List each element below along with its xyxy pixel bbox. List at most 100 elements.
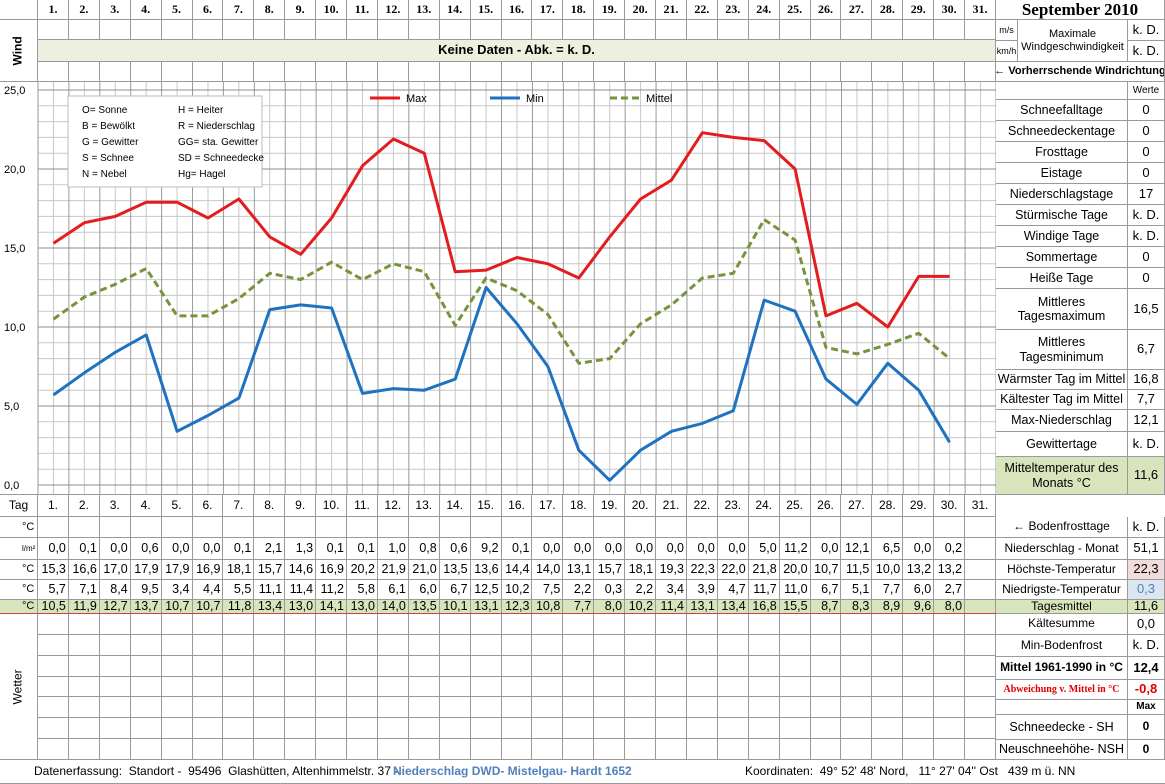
weather-cell [408,655,440,677]
stat-value: k. D. [1128,205,1165,226]
weather-key-entry: R = Niederschlag [178,121,255,132]
weather-cell [408,614,440,635]
weather-cell [532,655,564,677]
wind-cell [161,62,193,82]
table-value: 5,5 [223,580,255,600]
weather-cell [254,718,286,740]
wind-cell [316,20,348,40]
stat-value: 12,4 [1128,657,1165,680]
weather-cell [779,614,811,635]
weather-cell [99,697,131,719]
table-value: 6,1 [377,580,409,600]
weather-cell [903,676,935,698]
table-cell [99,517,131,538]
weather-cell [841,676,873,698]
wind-cell [408,62,440,82]
weather-cell [532,718,564,740]
wind-cell [625,20,657,40]
table-value: 13,6 [470,560,502,580]
table-cell [841,517,873,538]
day-header: 9. [285,0,317,20]
weather-cell [563,718,595,740]
weather-key-entry: SD = Schneedecke [178,153,264,164]
weather-key-entry: H = Heiter [178,105,224,116]
day-footer: 1. [38,495,69,517]
stat-value: 16,8 [1128,370,1165,390]
stat-value: 0 [1128,100,1165,121]
wind-cell [841,62,873,82]
wind-cell [347,62,378,82]
day-header: 3. [99,0,131,20]
stat-value: 0 [1128,163,1165,184]
table-cell [656,517,687,538]
weather-cell [316,676,348,698]
table-value: 8,7 [810,600,842,614]
day-header: 29. [903,0,935,20]
weather-cell [68,697,100,719]
weather-cell [99,655,131,677]
stat-value: 0 [1128,268,1165,289]
table-value: 3,4 [161,580,193,600]
wind-cell [903,20,935,40]
day-footer: 6. [192,495,224,517]
weather-cell [377,655,409,677]
table-value: 12,7 [99,600,131,614]
day-header: 4. [130,0,162,20]
wind-cell [68,20,100,40]
wind-label: Wind [0,20,38,82]
table-value: 0,2 [934,538,966,560]
chart: 0,0 5,0 10,0 15,0 20,0 25,0 O= Sonne H = Heiter… [0,82,996,495]
wind-cell [316,62,348,82]
wind-cell [625,62,657,82]
weather-cell [38,739,69,760]
wind-cell [965,62,996,82]
weather-cell [872,739,904,760]
legend-label: Max [406,93,427,105]
table-value: 11,2 [316,580,348,600]
table-value: 10,7 [161,600,193,614]
day-header: 6. [192,0,224,20]
weather-cell [99,634,131,656]
table-value: 3,4 [656,580,687,600]
stat-value: 11,6 [1128,457,1165,495]
table-value: 0,0 [563,538,595,560]
table-value: 11,4 [656,600,687,614]
weather-cell [377,634,409,656]
table-value: 8,4 [99,580,131,600]
day-footer: 13. [408,495,440,517]
day-header: 22. [686,0,718,20]
stat-label: Schneedeckentage [996,121,1128,142]
weather-cell [501,718,533,740]
weather-cell [656,655,687,677]
table-value: 6,7 [439,580,471,600]
table-cell [130,517,162,538]
day-header: 28. [872,0,904,20]
table-value: 17,0 [99,560,131,580]
stat-value: 11,6 [1128,600,1165,614]
weather-cell [841,697,873,719]
weather-cell [656,739,687,760]
weather-cell [810,697,842,719]
wind-unit: m/s [996,20,1018,41]
weather-cell [934,676,966,698]
day-header: 15. [470,0,502,20]
table-value: 22,0 [717,560,749,580]
weather-cell [38,614,69,635]
table-value: 8,0 [934,600,966,614]
weather-cell [501,697,533,719]
table-value: 0,0 [625,538,657,560]
weather-cell [377,739,409,760]
weather-cell [903,655,935,677]
weather-cell [130,718,162,740]
day-footer: 5. [161,495,193,517]
weather-cell [872,676,904,698]
day-footer: 31. [965,495,996,517]
table-cell [717,517,749,538]
day-header: 21. [656,0,687,20]
table-value: 0,6 [439,538,471,560]
y-tick-label: 20,0 [4,164,25,176]
table-value: 13,4 [717,600,749,614]
table-value: 8,0 [594,600,626,614]
table-value: 14,0 [532,560,564,580]
weather-cell [254,614,286,635]
